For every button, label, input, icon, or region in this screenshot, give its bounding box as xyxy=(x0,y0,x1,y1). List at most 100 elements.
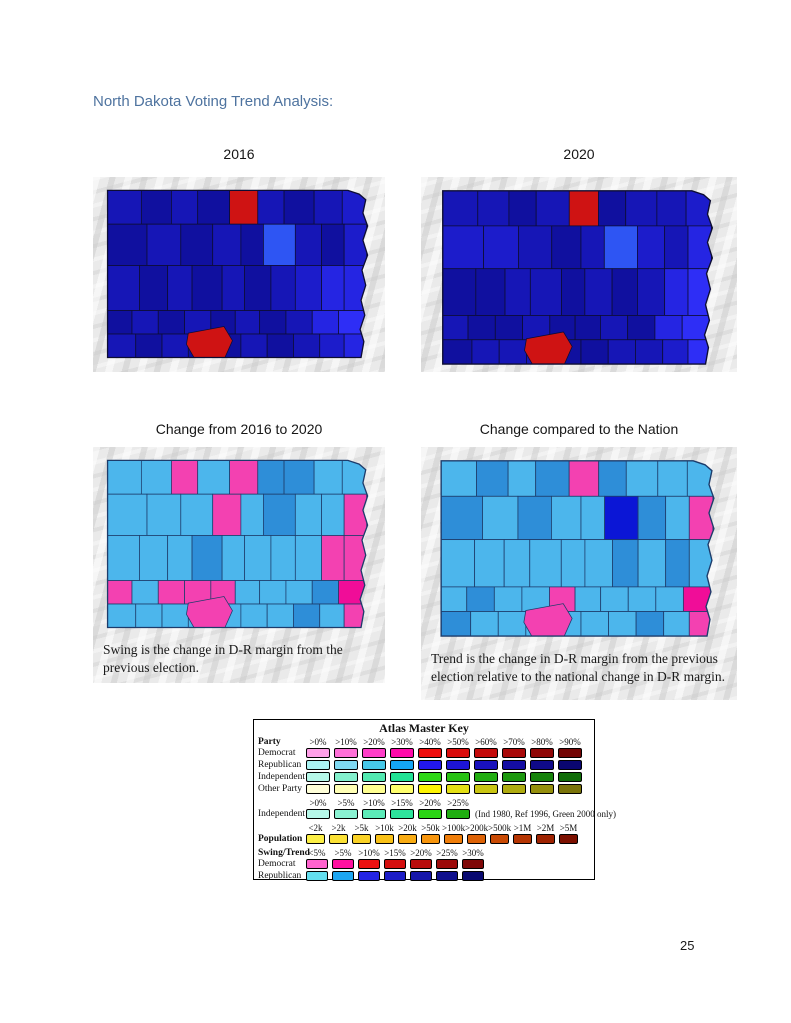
map-image-trend: Trend is the change in D-R margin from t… xyxy=(421,447,737,700)
county xyxy=(504,268,531,316)
key-swatch-cell xyxy=(332,772,360,782)
key-swatch xyxy=(467,834,486,844)
county xyxy=(131,580,159,605)
county xyxy=(294,223,322,266)
key-swatch xyxy=(384,859,406,869)
county xyxy=(319,333,345,358)
state-outline xyxy=(106,459,369,629)
key-header-cell: >60% xyxy=(475,736,497,747)
key-swatch-cell xyxy=(556,760,584,770)
county xyxy=(529,268,562,316)
key-swatch xyxy=(390,772,414,782)
county xyxy=(263,493,296,536)
county xyxy=(608,611,637,637)
county xyxy=(627,586,657,612)
key-note: (Ind 1980, Ref 1996, Green 2000 only) xyxy=(475,809,616,819)
county xyxy=(656,190,687,227)
county xyxy=(343,265,368,311)
key-swatch-cell xyxy=(444,809,472,819)
county xyxy=(568,460,600,497)
county xyxy=(466,586,495,612)
county xyxy=(517,495,552,541)
key-header-cell: >20% xyxy=(363,736,385,747)
county xyxy=(107,190,142,225)
county xyxy=(171,460,199,495)
key-swatch xyxy=(390,784,414,794)
key-swatch xyxy=(362,784,386,794)
county xyxy=(535,190,570,227)
county xyxy=(475,268,506,316)
county xyxy=(580,225,605,270)
key-header-cell: >10k xyxy=(375,822,394,833)
key-swatch xyxy=(418,809,442,819)
key-row-label: Party xyxy=(258,736,281,747)
county xyxy=(257,190,285,225)
key-swatch-cell xyxy=(408,859,434,869)
nd-county-map xyxy=(106,459,369,629)
key-title: Atlas Master Key xyxy=(379,721,469,735)
key-header-cell: >10% xyxy=(363,797,385,808)
key-header-cell: >200k xyxy=(465,822,489,833)
key-swatch-cell xyxy=(557,834,580,844)
key-swatch-cell xyxy=(416,748,444,758)
key-swatch-cell xyxy=(332,784,360,794)
key-swatch-cell xyxy=(356,871,382,881)
key-row: Republican xyxy=(258,870,590,882)
key-swatch xyxy=(446,748,470,758)
county-sioux xyxy=(524,331,573,365)
key-swatch xyxy=(329,834,348,844)
county xyxy=(257,460,285,495)
county xyxy=(107,460,142,495)
key-row: Democrat xyxy=(258,858,590,870)
county xyxy=(140,460,172,495)
key-swatch xyxy=(446,772,470,782)
key-swatch-cell xyxy=(332,748,360,758)
county xyxy=(580,339,609,365)
key-swatch xyxy=(390,809,414,819)
county xyxy=(442,315,469,341)
county xyxy=(482,495,519,541)
county xyxy=(600,586,629,612)
key-swatch-cell xyxy=(472,748,500,758)
county xyxy=(687,225,712,270)
key-swatch xyxy=(332,859,354,869)
key-swatch xyxy=(474,784,498,794)
county xyxy=(167,535,193,581)
key-swatch-cell xyxy=(444,748,472,758)
county xyxy=(663,611,690,637)
county xyxy=(580,611,609,637)
key-swatch xyxy=(421,834,440,844)
key-row: >0% >5% >10% >15% >20% >25% xyxy=(258,797,590,808)
key-swatch xyxy=(306,834,325,844)
key-swatch xyxy=(502,760,526,770)
key-swatch xyxy=(474,772,498,782)
key-row: Republican xyxy=(258,759,590,771)
key-swatch-cell xyxy=(442,834,465,844)
county xyxy=(687,268,712,316)
key-swatch-cell xyxy=(500,772,528,782)
key-row-label: Democrat xyxy=(258,748,296,758)
county xyxy=(507,460,537,497)
key-header-cell: >50% xyxy=(447,736,469,747)
county xyxy=(229,460,259,495)
county xyxy=(442,225,485,270)
county xyxy=(319,603,345,628)
county xyxy=(664,268,689,316)
key-header-cell: >70% xyxy=(503,736,525,747)
key-swatch-cell xyxy=(304,772,332,782)
state-outline xyxy=(106,189,369,359)
key-swatch xyxy=(375,834,394,844)
county xyxy=(270,535,296,581)
county xyxy=(311,580,339,605)
county xyxy=(655,586,684,612)
key-swatch-cell xyxy=(444,784,472,794)
key-row-label: Democrat xyxy=(258,859,296,869)
key-header-cell: >5% xyxy=(334,847,352,858)
key-swatch xyxy=(446,784,470,794)
key-swatch xyxy=(306,748,330,758)
key-header-cell: >2k xyxy=(331,822,346,833)
county xyxy=(341,190,368,225)
county xyxy=(497,611,527,637)
county xyxy=(180,493,214,536)
